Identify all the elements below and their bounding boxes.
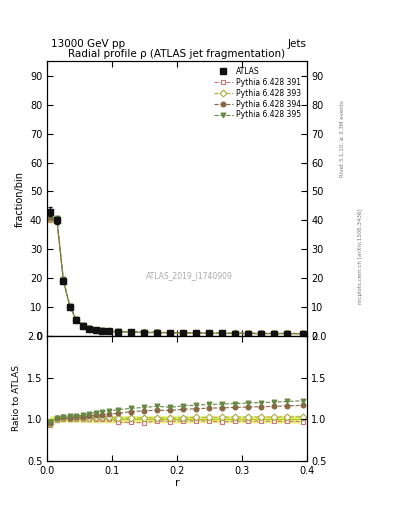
Text: 13000 GeV pp: 13000 GeV pp xyxy=(51,38,125,49)
Text: mcplots.cern.ch [arXiv:1306.3436]: mcplots.cern.ch [arXiv:1306.3436] xyxy=(358,208,363,304)
Y-axis label: Ratio to ATLAS: Ratio to ATLAS xyxy=(12,366,21,432)
X-axis label: r: r xyxy=(174,478,179,488)
Text: Jets: Jets xyxy=(288,38,307,49)
Legend: ATLAS, Pythia 6.428 391, Pythia 6.428 393, Pythia 6.428 394, Pythia 6.428 395: ATLAS, Pythia 6.428 391, Pythia 6.428 39… xyxy=(211,63,304,122)
Text: Rivet 3.1.10, ≥ 3.3M events: Rivet 3.1.10, ≥ 3.3M events xyxy=(340,100,345,177)
Title: Radial profile ρ (ATLAS jet fragmentation): Radial profile ρ (ATLAS jet fragmentatio… xyxy=(68,49,285,59)
Text: ATLAS_2019_I1740909: ATLAS_2019_I1740909 xyxy=(146,271,233,280)
Y-axis label: fraction/bin: fraction/bin xyxy=(15,170,24,227)
